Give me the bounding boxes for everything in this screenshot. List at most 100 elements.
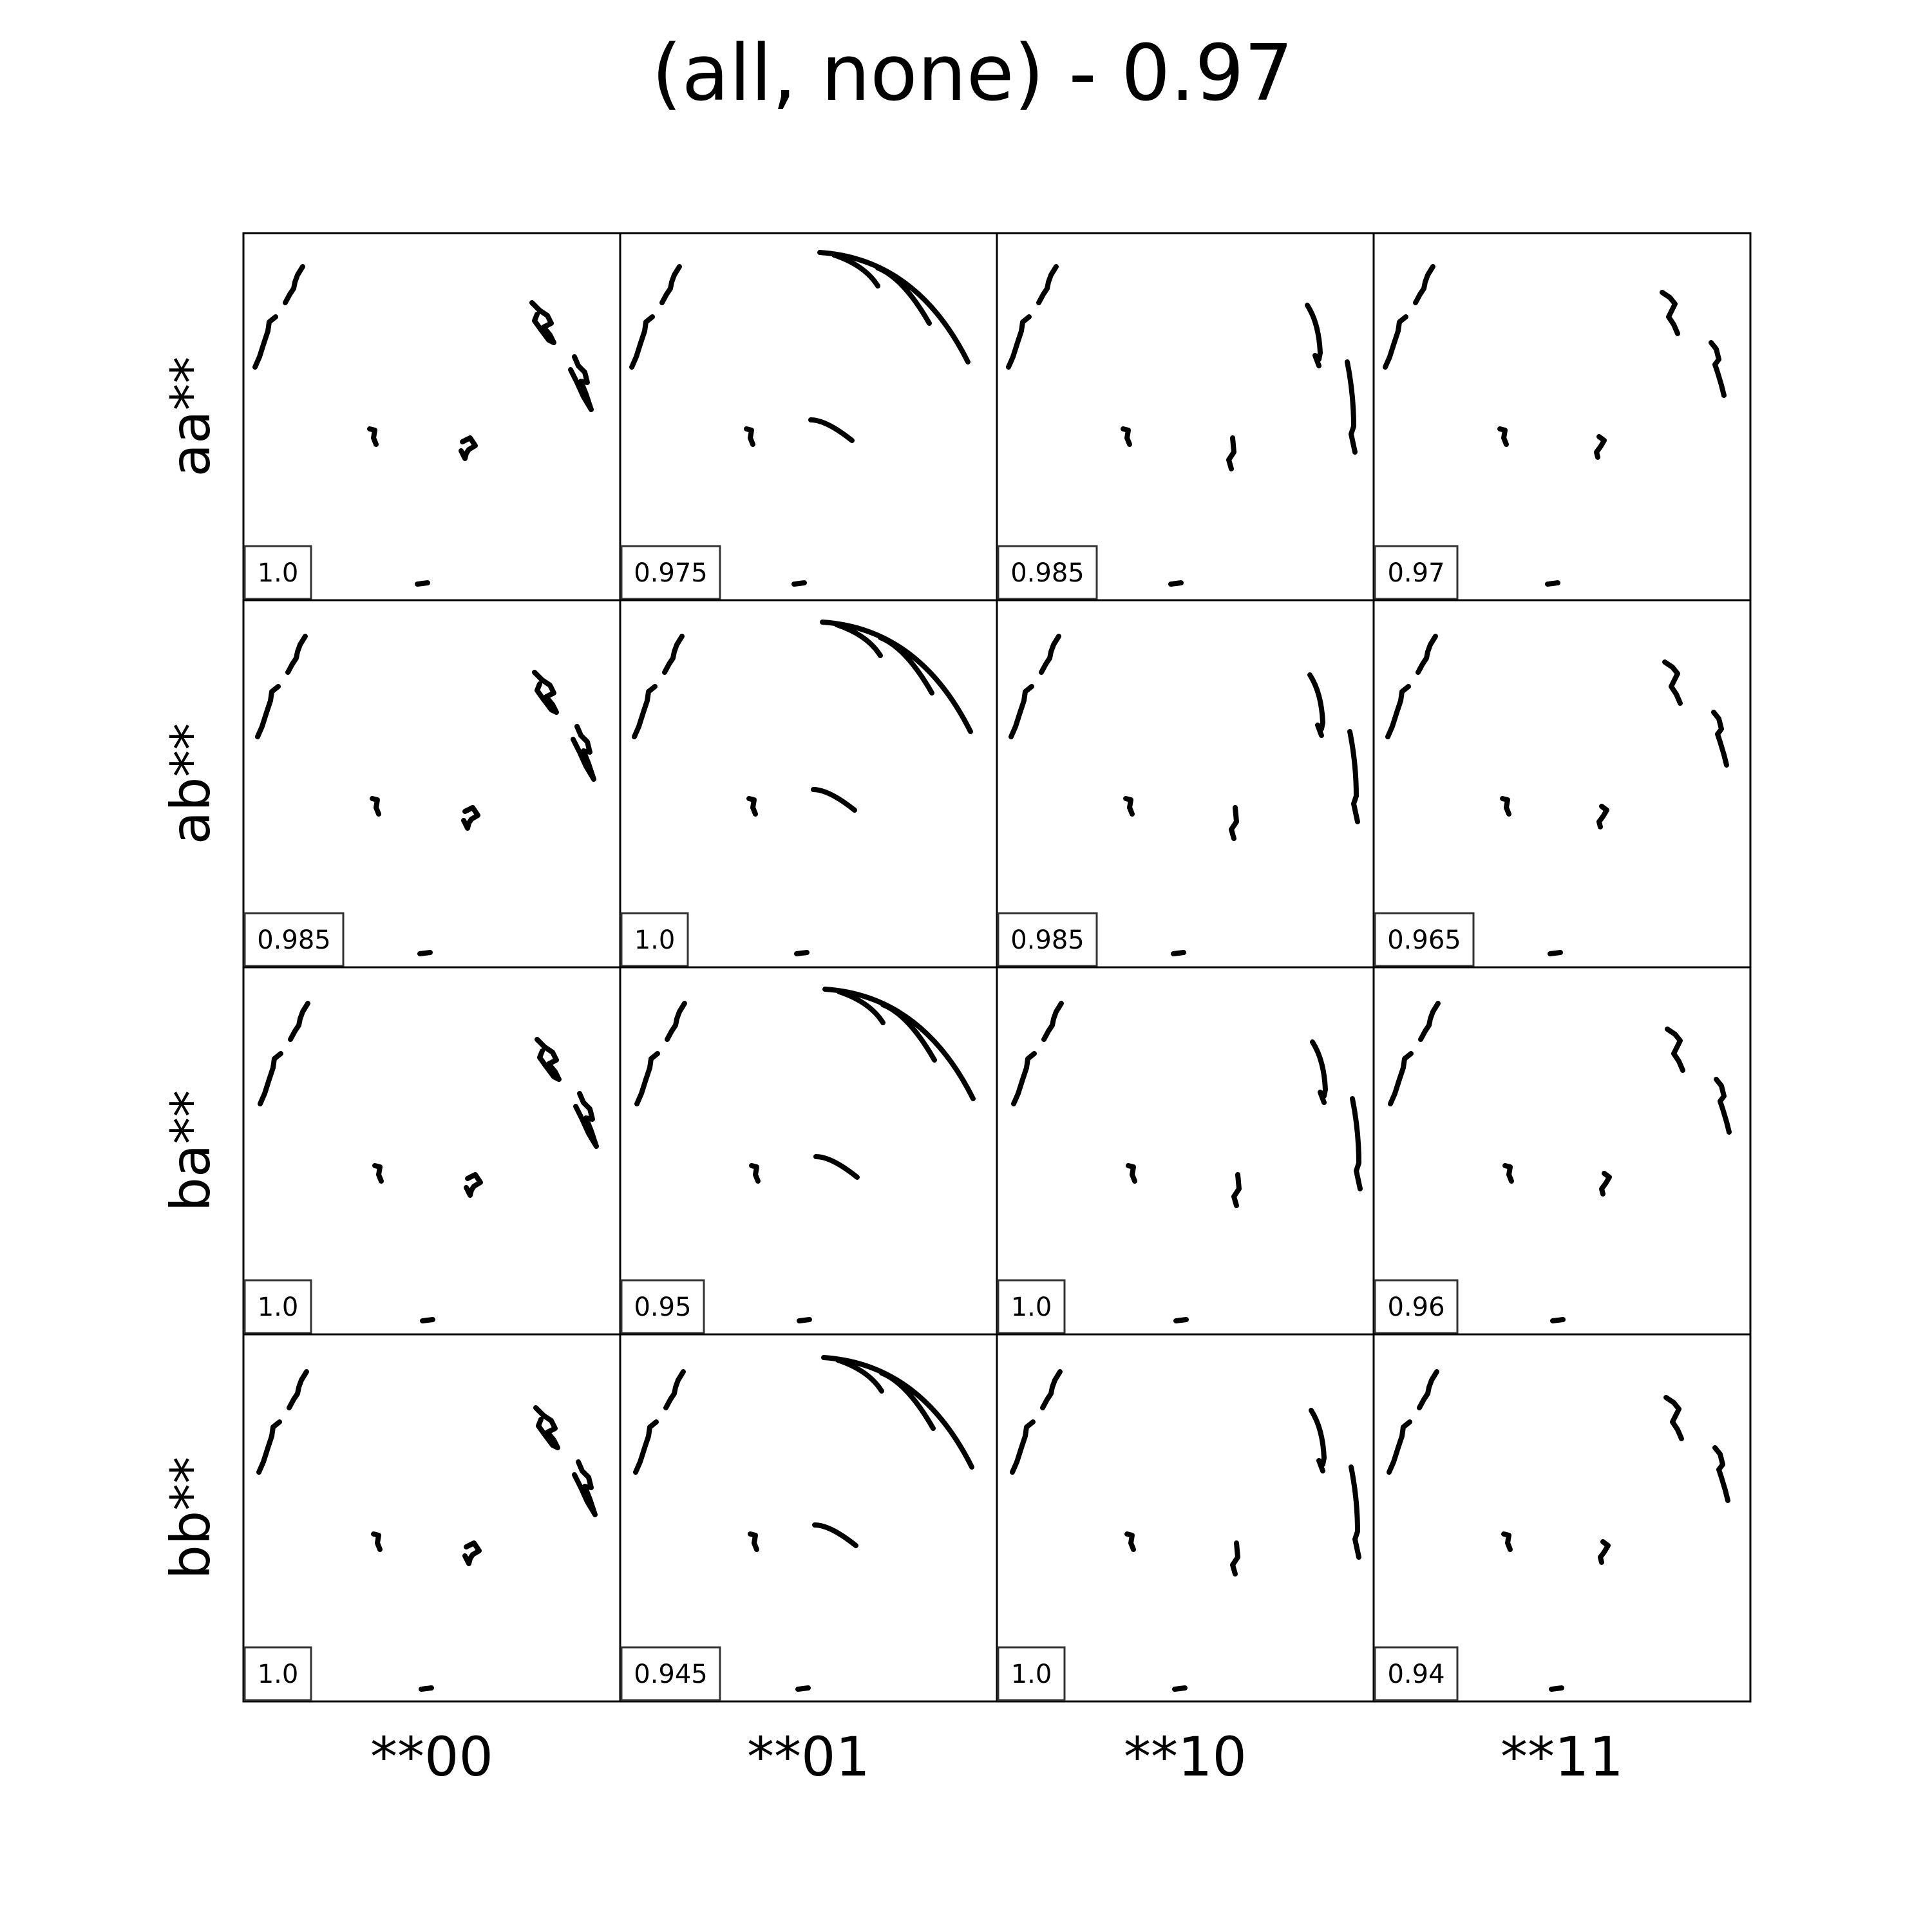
stroke-bottom-dash: [417, 950, 433, 956]
panel-frame: [242, 966, 621, 1336]
score-label: 0.985: [1010, 558, 1084, 588]
stroke-right-curve-upper: [1309, 1408, 1327, 1473]
stroke-upper-left: [663, 1369, 686, 1410]
stroke-right-upper: [1665, 1027, 1685, 1073]
stroke-right-curve-lower: [1350, 1096, 1363, 1191]
stroke-center-right: [464, 1172, 483, 1198]
stroke-right-lower: [1714, 1077, 1732, 1135]
score-box: [997, 1646, 1066, 1701]
score-box: [997, 912, 1098, 967]
stroke-left-side: [255, 684, 281, 739]
stroke-group: [1388, 1001, 1732, 1323]
stroke-group: [629, 250, 971, 587]
score-box: [997, 545, 1098, 600]
stroke-left-side: [1383, 314, 1408, 370]
stroke-group: [1385, 634, 1729, 956]
stroke-center-small: [1497, 426, 1509, 447]
stroke-bottom-dash: [1171, 950, 1186, 956]
score-label: 0.96: [1387, 1293, 1444, 1322]
panel-frame: [1372, 1333, 1752, 1703]
stroke-left-side: [1011, 1051, 1037, 1106]
stroke-left-side: [1006, 314, 1032, 370]
stroke-group: [1009, 634, 1360, 956]
stroke-center-small: [748, 1531, 759, 1552]
stroke-left-side: [1009, 684, 1034, 739]
stroke-right-upper: [1662, 659, 1683, 706]
stroke-right-curve-lower: [1349, 1464, 1361, 1560]
score-label: 0.97: [1387, 558, 1444, 588]
stroke-center-right: [1598, 1539, 1611, 1565]
stroke-group: [1006, 264, 1358, 587]
panel-cell: 1.0: [242, 1333, 621, 1703]
stroke-left-side: [629, 314, 655, 370]
stroke-center-small: [1501, 1531, 1513, 1552]
stroke-upper-left: [1036, 264, 1059, 305]
stroke-left-side: [1010, 1419, 1036, 1475]
stroke-bottom-dash: [419, 1685, 434, 1692]
stroke-bottom-dash: [1168, 580, 1184, 587]
stroke-left-side: [1388, 1051, 1414, 1106]
stroke-center-right: [1231, 1172, 1242, 1208]
panel-cell: 0.95: [619, 966, 998, 1336]
stroke-group: [258, 1001, 599, 1323]
stroke-bottom-dash: [1173, 1317, 1189, 1323]
stroke-bottom-dash: [1545, 580, 1560, 587]
panel-frame: [996, 966, 1375, 1336]
stroke-upper-left: [662, 634, 685, 675]
stroke-upper-left: [665, 1001, 687, 1042]
row-label: ab**: [159, 723, 222, 845]
score-box: [620, 545, 721, 600]
stroke-center-small: [1126, 1163, 1137, 1184]
stroke-right-upper: [529, 300, 556, 345]
panel-frame: [619, 966, 998, 1336]
stroke-group: [633, 1355, 974, 1692]
score-label: 1.0: [258, 1293, 299, 1322]
stroke-upper-left: [1417, 1369, 1439, 1410]
stroke-upper-left: [1039, 634, 1061, 675]
stroke-center-arc: [811, 787, 857, 813]
stroke-group: [1383, 264, 1727, 587]
panel-frame: [1372, 599, 1752, 969]
stroke-left-side: [256, 1419, 282, 1475]
panel-cell: 0.965: [1372, 599, 1752, 969]
stroke-group: [1011, 1001, 1363, 1323]
panel-cell: 0.975: [619, 232, 998, 601]
score-box: [1374, 545, 1459, 600]
stroke-arc-middle: [875, 265, 932, 326]
score-box: [1374, 912, 1475, 967]
stroke-right-upper: [535, 1037, 562, 1082]
panel-cell: 1.0: [996, 966, 1375, 1336]
stroke-upper-left: [1413, 264, 1435, 305]
stroke-bottom-dash: [794, 950, 810, 956]
score-box: [243, 1279, 312, 1334]
score-box: [1374, 1646, 1459, 1701]
panel-frame: [619, 232, 998, 601]
stroke-arc-middle: [878, 635, 934, 696]
stroke-right-lower: [572, 1459, 598, 1517]
stroke-center-small: [1121, 426, 1132, 447]
panel-frame: [1372, 232, 1752, 601]
stroke-right-upper: [532, 670, 559, 715]
stroke-arc-middle: [879, 1370, 936, 1431]
panel-cell: 1.0: [242, 966, 621, 1336]
score-label: 0.985: [1010, 925, 1084, 955]
stroke-center-right: [1229, 805, 1239, 841]
score-box: [243, 912, 345, 967]
stroke-upper-left: [1041, 1001, 1064, 1042]
stroke-center-small: [367, 426, 379, 447]
score-label: 0.975: [634, 558, 708, 588]
score-box: [620, 912, 689, 967]
panel-cell: 1.0: [619, 599, 998, 969]
stroke-right-curve-lower: [1345, 359, 1358, 455]
stroke-center-small: [370, 796, 381, 817]
panel-frame: [1372, 966, 1752, 1336]
stroke-right-curve-upper: [1307, 672, 1325, 738]
stroke-bottom-dash: [420, 1317, 435, 1323]
score-label: 1.0: [258, 558, 299, 588]
stroke-right-lower: [1712, 1445, 1730, 1503]
stroke-right-curve-lower: [1347, 729, 1360, 824]
stroke-right-curve-upper: [1305, 303, 1323, 368]
stroke-center-right: [1596, 804, 1609, 829]
panel-frame: [996, 599, 1375, 969]
row-label: ba**: [159, 1090, 222, 1212]
